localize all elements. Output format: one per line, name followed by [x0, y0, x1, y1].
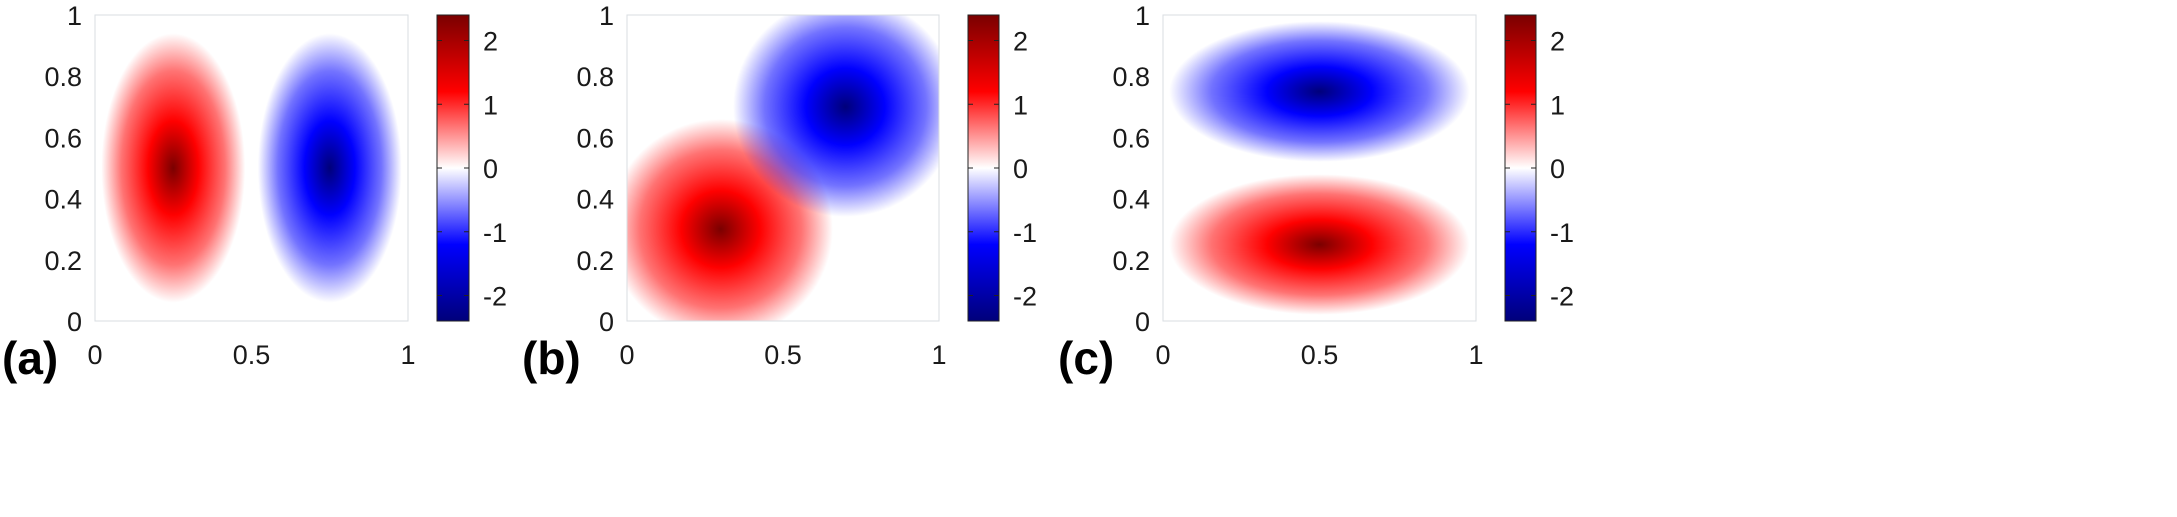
- heatmap-field: [101, 33, 402, 303]
- plot-frame: [1162, 14, 1477, 322]
- colorbar-tick-label: 2: [1013, 27, 1028, 57]
- panel-label: (a): [2, 332, 58, 384]
- panel-3: 0 0.2 0.4 0.6 0.8 1 0 0.5 1 2 1 0 -1 -2 (c): [1058, 1, 1574, 384]
- panel-2: 0 0.2 0.4 0.6 0.8 1 0 0.5 1 2 1 0 -1 -2 (b): [522, 1, 1037, 384]
- positive-lobe: [1169, 174, 1470, 315]
- colorbar-tick-label: 0: [1550, 154, 1565, 184]
- colorbar: 2 1 0 -1 -2: [1504, 14, 1574, 322]
- x-tick-label: 0.5: [233, 340, 271, 370]
- y-tick-label: 1: [67, 1, 82, 31]
- y-tick-label: 0: [1135, 307, 1150, 337]
- y-tick-label: 0.6: [576, 123, 614, 153]
- colorbar-tick-label: -1: [483, 218, 507, 248]
- y-tick-label: 0.6: [44, 123, 82, 153]
- negative-lobe: [733, 15, 939, 217]
- y-tick-label: 0.8: [576, 62, 614, 92]
- heatmap-field: [1169, 21, 1470, 315]
- colorbar-tick-label: 2: [483, 27, 498, 57]
- plot-frame: [626, 14, 940, 322]
- y-tick-label: 0.6: [1112, 123, 1150, 153]
- y-tick-label: 0: [599, 307, 614, 337]
- colorbar: 2 1 0 -1 -2: [967, 14, 1037, 322]
- x-tick-label: 0: [1155, 340, 1170, 370]
- colorbar-tick-label: 0: [1013, 154, 1028, 184]
- x-tick-label: 0: [619, 340, 634, 370]
- colorbar-gradient: [1504, 14, 1537, 322]
- colorbar-tick-label: -1: [1550, 218, 1574, 248]
- colorbar-tick-label: 0: [483, 154, 498, 184]
- y-tick-label: 0.4: [1112, 185, 1150, 215]
- panel-1: 0 0.2 0.4 0.6 0.8 1 0 0.5 1 2 1 0 -1 -2 (a): [2, 1, 507, 384]
- negative-lobe: [1169, 21, 1470, 162]
- y-tick-label: 0.2: [1112, 246, 1150, 276]
- x-tick-label: 0.5: [1301, 340, 1339, 370]
- x-tick-label: 0: [87, 340, 102, 370]
- heatmap-field: [627, 15, 939, 321]
- y-tick-label: 0: [67, 307, 82, 337]
- plot-frame: [94, 14, 409, 322]
- y-tick-label: 0.8: [44, 62, 82, 92]
- y-tick-label: 0.8: [1112, 62, 1150, 92]
- panel-label: (b): [522, 332, 581, 384]
- colorbar-tick-label: 1: [483, 90, 498, 120]
- colorbar-gradient: [967, 14, 1000, 322]
- colorbar-tick-label: 1: [1013, 90, 1028, 120]
- y-tick-label: 1: [599, 1, 614, 31]
- x-tick-label: 1: [931, 340, 946, 370]
- panel-label: (c): [1058, 332, 1114, 384]
- x-tick-label: 0.5: [764, 340, 802, 370]
- y-tick-label: 0.4: [576, 185, 614, 215]
- y-tick-label: 0.4: [44, 185, 82, 215]
- colorbar-tick-label: -1: [1013, 218, 1037, 248]
- colorbar-tick-label: -2: [1550, 282, 1574, 312]
- y-tick-label: 0.2: [576, 246, 614, 276]
- colorbar-tick-label: 2: [1550, 27, 1565, 57]
- colorbar-tick-label: -2: [1013, 282, 1037, 312]
- x-tick-label: 1: [1468, 340, 1483, 370]
- x-tick-label: 1: [400, 340, 415, 370]
- colorbar-tick-label: -2: [483, 282, 507, 312]
- y-tick-label: 0.2: [44, 246, 82, 276]
- positive-lobe: [101, 33, 246, 303]
- colorbar-tick-label: 1: [1550, 90, 1565, 120]
- negative-lobe: [257, 33, 402, 303]
- y-tick-label: 1: [1135, 1, 1150, 31]
- colorbar: 2 1 0 -1 -2: [436, 14, 507, 322]
